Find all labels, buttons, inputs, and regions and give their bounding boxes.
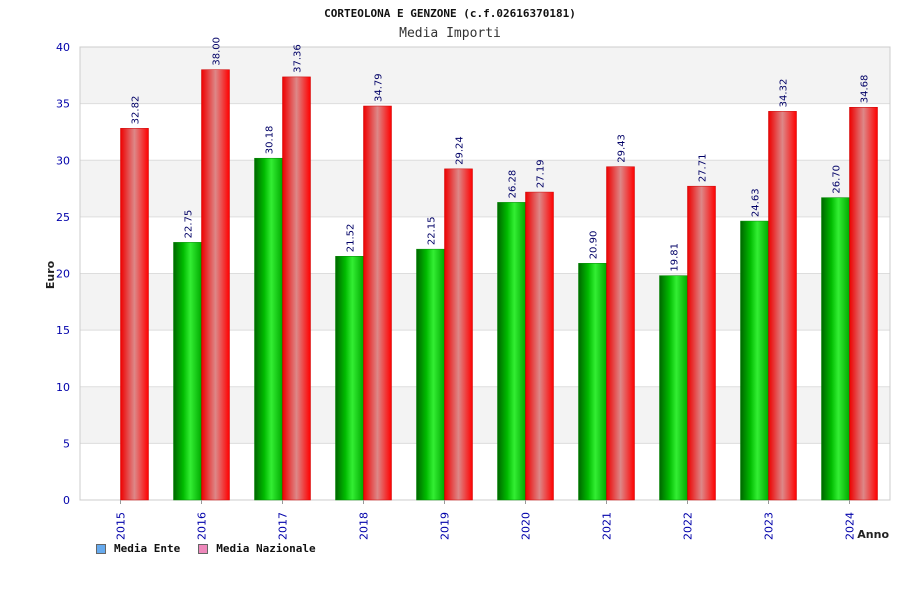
data-label: 19.81: [670, 243, 681, 272]
data-label: 29.43: [617, 134, 628, 163]
bar-media-ente: [254, 157, 283, 501]
bar-media-nazionale: [687, 185, 716, 501]
y-tick-label: 10: [56, 381, 70, 394]
data-label: 34.32: [779, 79, 790, 108]
data-label: 34.68: [860, 75, 871, 104]
y-tick-label: 40: [56, 41, 70, 54]
x-tick-label: 2019: [439, 512, 452, 540]
bar-media-nazionale: [282, 76, 311, 501]
data-label: 30.18: [265, 126, 276, 155]
x-tick-label: 2017: [277, 512, 290, 540]
y-tick-label: 20: [56, 268, 70, 281]
bar-media-nazionale: [120, 128, 149, 501]
x-axis-label: Anno: [857, 528, 889, 541]
legend: Media Ente Media Nazionale: [96, 542, 316, 555]
x-tick-label: 2020: [520, 512, 533, 540]
bar-media-ente: [740, 220, 769, 501]
y-tick-label: 5: [63, 437, 70, 450]
data-label: 34.79: [374, 73, 385, 102]
bar-media-nazionale: [201, 69, 230, 501]
legend-swatch-media-nazionale: [198, 543, 209, 554]
bar-media-ente: [821, 197, 850, 501]
chart-subtitle: Media Importi: [399, 26, 501, 41]
x-tick-label: 2021: [601, 512, 614, 540]
data-label: 27.71: [698, 154, 709, 183]
bar-media-nazionale: [444, 168, 473, 501]
data-label: 32.82: [131, 96, 142, 125]
bar-media-ente: [335, 256, 364, 501]
x-tick-label: 2022: [682, 512, 695, 540]
data-label: 26.28: [508, 170, 519, 199]
data-label: 20.90: [589, 231, 600, 260]
y-tick-label: 25: [56, 211, 70, 224]
data-label: 26.70: [832, 165, 843, 194]
legend-label-media-ente: Media Ente: [114, 542, 181, 555]
x-tick-label: 2016: [196, 512, 209, 540]
plot-frame: [79, 46, 891, 501]
bar-media-nazionale: [363, 105, 392, 501]
legend-label-media-nazionale: Media Nazionale: [216, 542, 316, 555]
data-label: 24.63: [751, 188, 762, 217]
x-tick-label: 2018: [358, 512, 371, 540]
legend-item-media-ente: Media Ente: [96, 542, 180, 555]
data-label: 38.00: [212, 37, 223, 66]
data-label: 22.75: [184, 210, 195, 239]
bar-media-nazionale: [525, 191, 554, 501]
bar-media-ente: [578, 263, 607, 501]
x-tick-label: 2015: [115, 512, 128, 540]
bar-media-ente: [173, 242, 202, 501]
data-label: 29.24: [455, 136, 466, 165]
legend-swatch-media-ente: [96, 543, 106, 554]
bar-media-nazionale: [768, 111, 797, 501]
y-tick-label: 30: [56, 154, 70, 167]
y-tick-label: 35: [56, 98, 70, 111]
x-tick-label: 2024: [844, 512, 857, 540]
legend-item-media-nazionale: Media Nazionale: [198, 542, 316, 555]
data-label: 22.15: [427, 217, 438, 246]
bar-media-nazionale: [849, 106, 878, 501]
data-label: 27.19: [536, 159, 547, 188]
bar-media-ente: [497, 202, 526, 501]
bar-media-nazionale: [606, 166, 635, 501]
data-label: 37.36: [293, 44, 304, 73]
bar-media-ente: [659, 275, 688, 501]
chart-title: CORTEOLONA E GENZONE (c.f.02616370181): [324, 7, 576, 20]
data-label: 21.52: [346, 224, 357, 253]
y-tick-label: 15: [56, 324, 70, 337]
bar-media-ente: [416, 248, 445, 501]
x-tick-label: 2023: [763, 512, 776, 540]
y-axis-label: Euro: [44, 260, 57, 289]
y-tick-label: 0: [63, 494, 70, 507]
plot-area: 0 5 10 15 20 25 30 35 40 32.82 2015 22.75 38.00 2016 3…: [56, 37, 891, 540]
